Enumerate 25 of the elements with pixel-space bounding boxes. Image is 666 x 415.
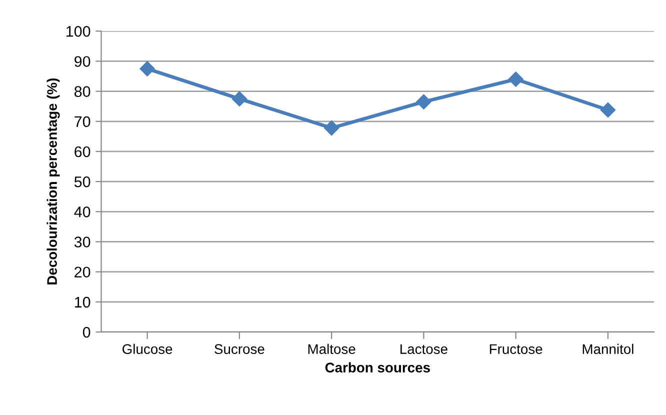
x-tick-label: Maltose [308, 344, 356, 354]
y-axis-title: Decolourization percentage (%) [46, 78, 60, 284]
y-tick-label: 40 [74, 206, 90, 218]
y-tick-label: 80 [74, 86, 90, 97]
point [600, 102, 616, 118]
point [416, 94, 432, 110]
y-tick-label: 10 [74, 296, 90, 308]
y-tick-label: 90 [74, 56, 90, 67]
x-tick-label: Lactose [400, 344, 448, 354]
y-tick-label: 70 [74, 116, 90, 128]
point [508, 72, 524, 87]
x-tick-label: Sucrose [214, 344, 264, 354]
x-tick-label: Fructose [490, 344, 542, 354]
x-tick-label: Glucose [122, 344, 172, 354]
point [140, 61, 155, 76]
point [324, 120, 340, 136]
x-tick-label: Mannitol [582, 344, 634, 354]
point [232, 91, 247, 106]
y-tick-label: 20 [74, 266, 90, 278]
y-tick-label: 30 [74, 236, 90, 248]
y-tick-label: 100 [66, 26, 90, 37]
y-tick-label: 0 [82, 326, 90, 338]
y-tick-label: 50 [74, 176, 90, 188]
y-tick-label: 60 [74, 146, 90, 158]
x-axis-title: Carbon sources [325, 362, 430, 373]
